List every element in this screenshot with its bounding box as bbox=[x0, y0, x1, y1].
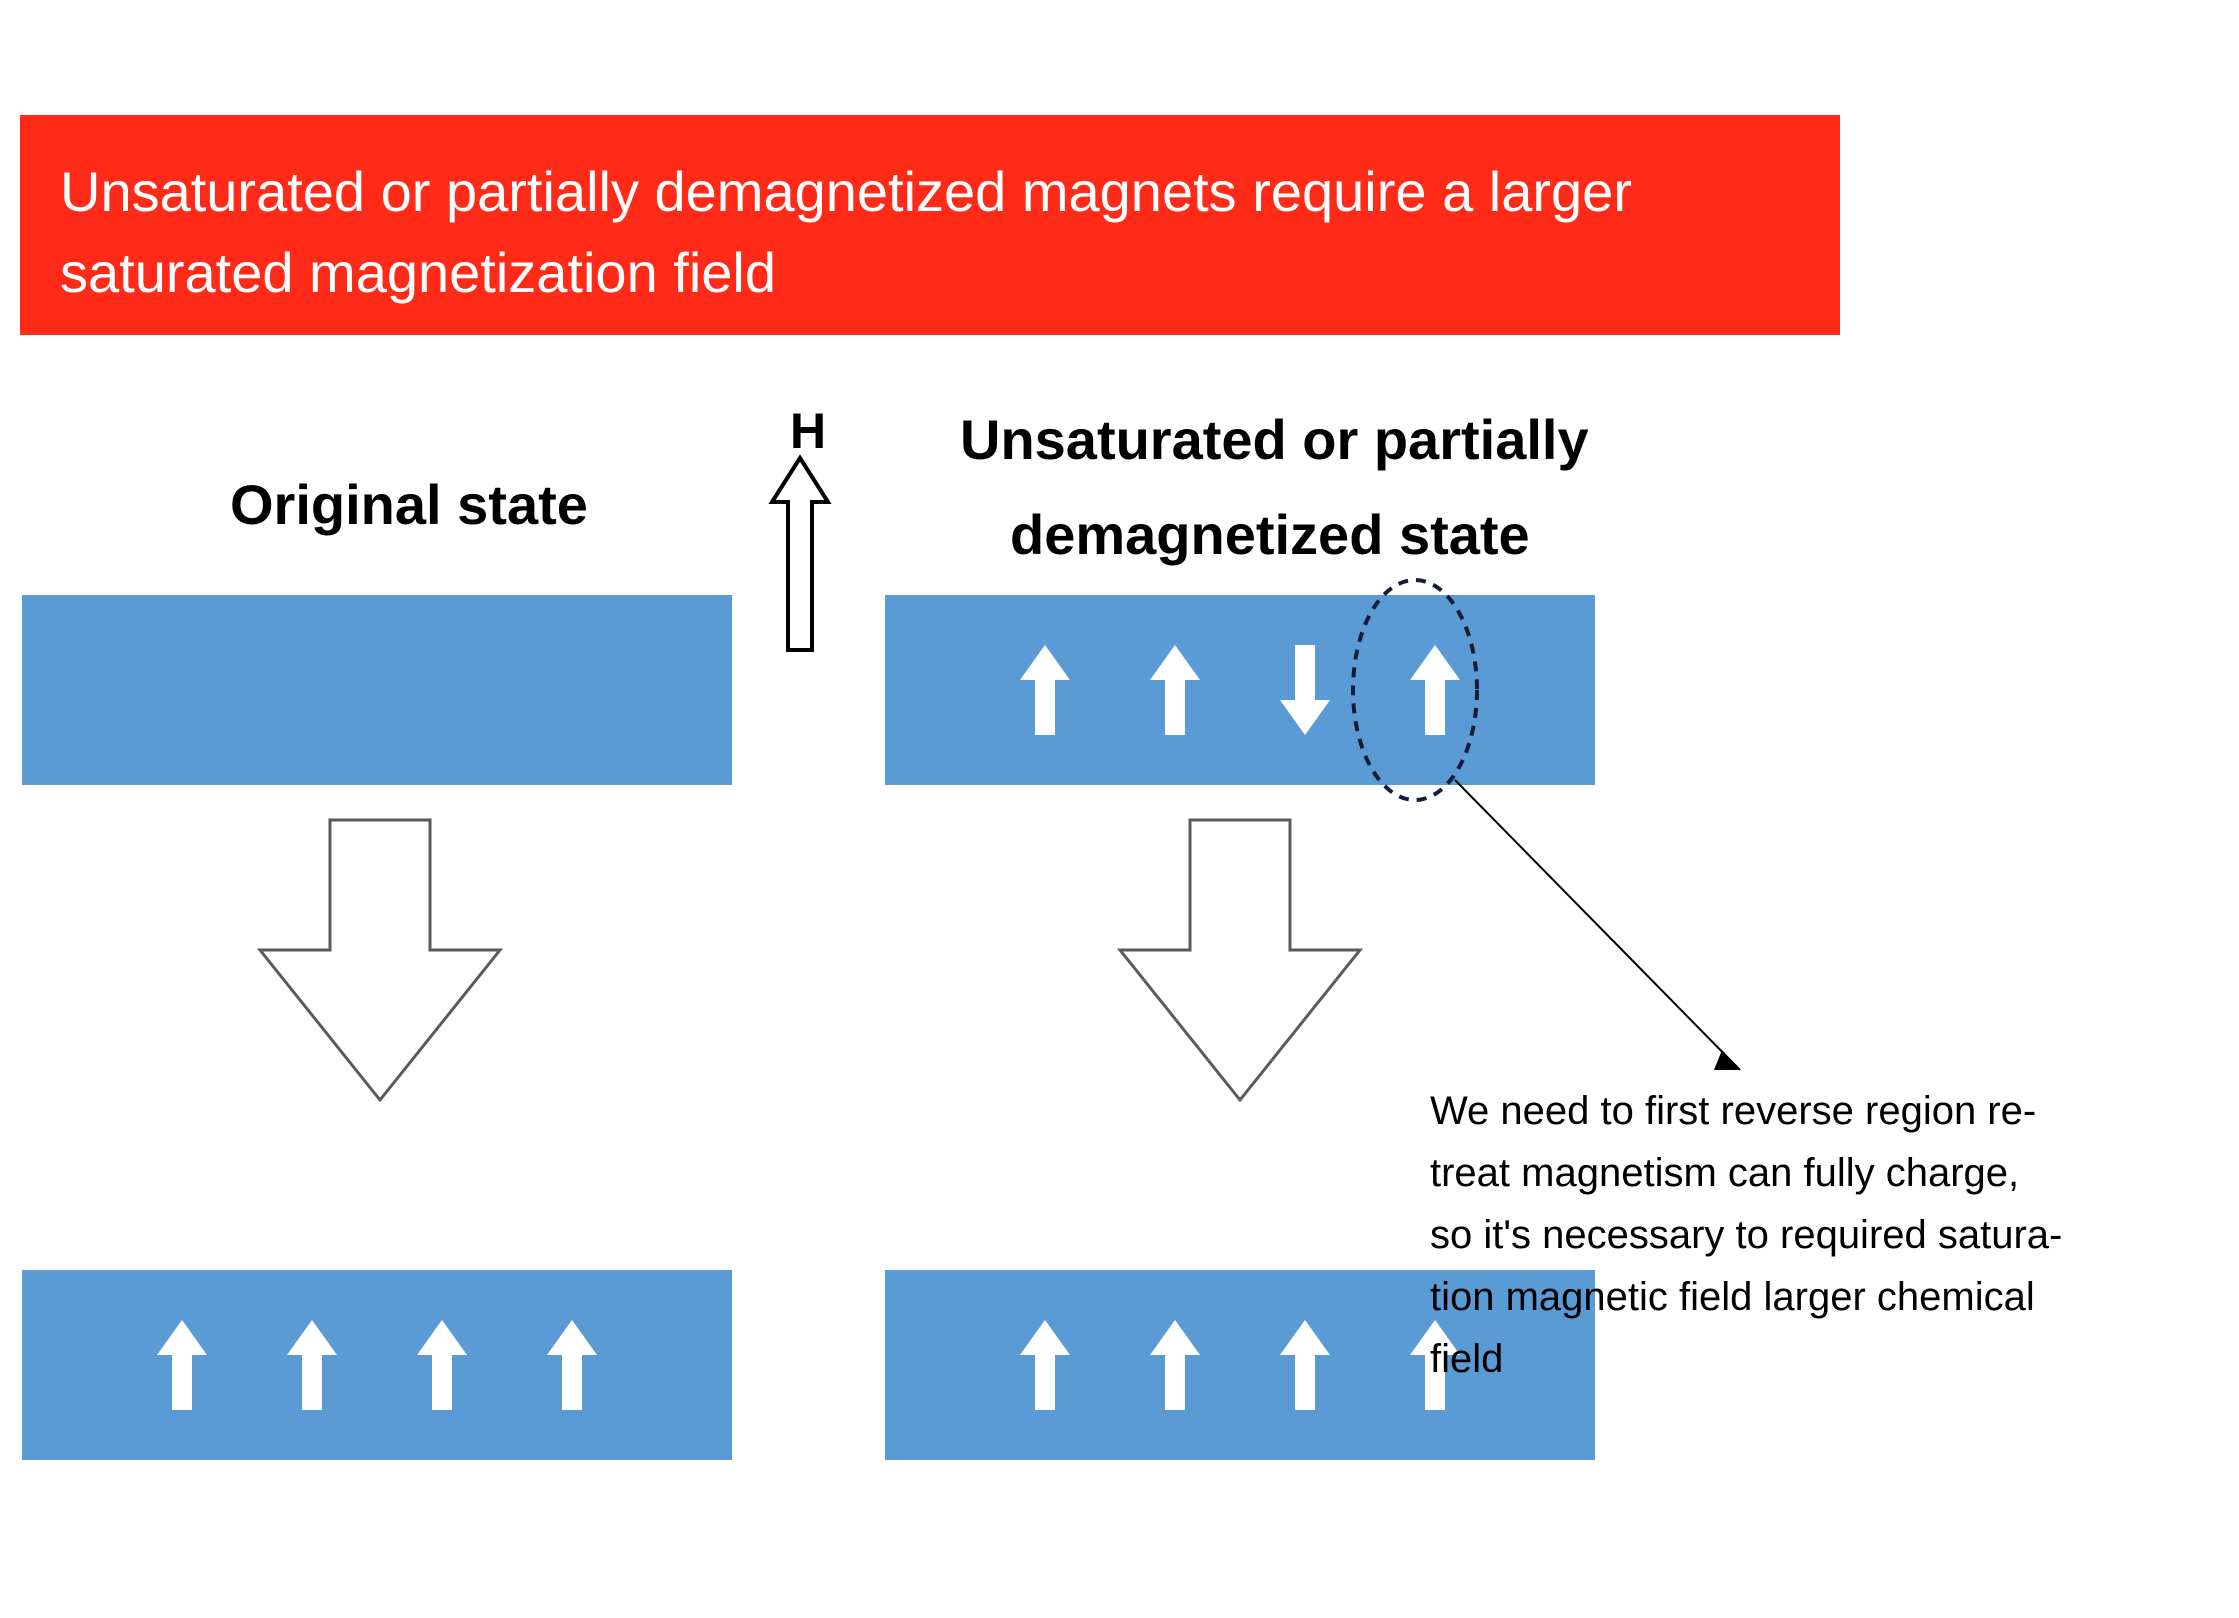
note-line: field bbox=[1430, 1328, 2180, 1390]
note-line: treat magnetism can fully charge, bbox=[1430, 1142, 2180, 1204]
callout-line-icon bbox=[1455, 780, 1740, 1070]
note-line: tion magnetic field larger chemical bbox=[1430, 1266, 2180, 1328]
callout-note: We need to first reverse region re- trea… bbox=[1430, 1080, 2180, 1390]
note-line: so it's necessary to required satura- bbox=[1430, 1204, 2180, 1266]
callout-arrowhead-icon bbox=[1714, 1050, 1740, 1070]
note-line: We need to first reverse region re- bbox=[1430, 1080, 2180, 1142]
